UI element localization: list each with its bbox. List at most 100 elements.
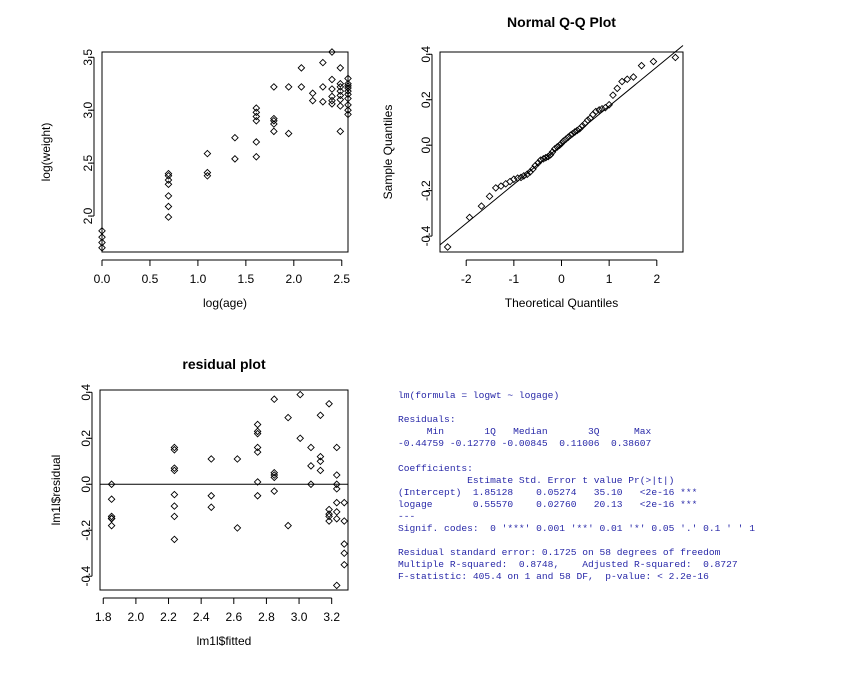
x-axis-label: lm1l$fitted	[197, 634, 252, 648]
data-point	[336, 102, 345, 110]
data-point	[340, 540, 349, 548]
data-point	[253, 429, 262, 438]
data-point	[170, 502, 179, 510]
data-point	[328, 92, 336, 101]
data-point	[307, 462, 315, 470]
data-point	[513, 174, 522, 182]
data-point	[541, 153, 550, 162]
data-point	[520, 172, 528, 180]
y-tick-label: 0.4	[419, 46, 433, 63]
x-tick-label: 1.5	[238, 272, 255, 286]
data-point	[568, 129, 577, 138]
data-point	[107, 480, 116, 489]
plot-frame	[439, 51, 684, 253]
data-point	[637, 61, 646, 70]
summary-line	[398, 450, 755, 462]
data-point	[564, 133, 573, 142]
data-point	[573, 126, 582, 135]
data-point	[203, 168, 212, 177]
data-point	[233, 455, 242, 463]
data-point	[98, 233, 106, 242]
data-point	[671, 53, 680, 62]
data-point	[253, 443, 262, 452]
data-point	[559, 137, 568, 145]
plot-title: Normal Q-Q Plot	[507, 14, 616, 30]
data-point	[571, 128, 579, 136]
data-point	[98, 243, 106, 252]
data-point	[344, 90, 352, 99]
summary-line: ---	[398, 510, 416, 522]
data-point	[270, 468, 279, 477]
x-axis-label: log(age)	[203, 296, 247, 310]
reference-line	[439, 45, 684, 246]
data-point	[336, 127, 345, 136]
x-tick-label: 2.8	[258, 610, 275, 624]
data-point	[336, 79, 345, 88]
x-tick-label: 0	[558, 272, 565, 286]
data-point	[170, 445, 179, 454]
data-point	[164, 202, 173, 211]
data-point	[328, 48, 336, 56]
data-point	[544, 152, 552, 161]
y-tick-label: -0.2	[79, 520, 93, 541]
data-point	[546, 150, 555, 159]
summary-line: Min 1Q Median 3Q Max	[398, 426, 652, 438]
data-point	[618, 77, 626, 86]
data-point	[561, 135, 570, 144]
data-point	[170, 466, 179, 475]
data-point	[623, 75, 632, 84]
data-point	[465, 213, 474, 222]
summary-line	[398, 535, 755, 547]
data-point	[332, 514, 341, 523]
data-point	[491, 184, 500, 192]
data-point	[296, 434, 305, 443]
data-point	[336, 91, 345, 100]
scatter-panel-logage-logweight: 0.0 0.5 1.0 1.5 2.0 2.5 2.0 2.5 3.0 3.5 log(age) lo…	[39, 48, 352, 310]
data-point	[231, 133, 239, 142]
y-tick-label: 3.5	[81, 49, 95, 66]
data-point	[485, 192, 494, 201]
summary-line: Coefficients:	[398, 462, 473, 474]
data-point	[609, 91, 617, 100]
data-point	[510, 175, 518, 184]
data-point	[203, 171, 212, 180]
data-point	[316, 411, 325, 420]
x-axis-label: Theoretical Quantiles	[505, 296, 618, 310]
x-tick-label: 2.6	[225, 610, 242, 624]
data-point	[344, 87, 352, 95]
data-point	[253, 448, 262, 456]
data-point	[328, 85, 336, 93]
data-point	[336, 87, 345, 95]
x-tick-label: 0.0	[94, 272, 111, 286]
data-point	[284, 521, 292, 530]
summary-line: Signif. codes: 0 '***' 0.001 '**' 0.01 '…	[398, 523, 755, 535]
data-point	[233, 524, 242, 532]
data-point	[591, 107, 600, 116]
data-point	[553, 143, 562, 151]
data-point	[207, 491, 216, 500]
data-point	[629, 73, 638, 81]
data-point	[550, 144, 559, 153]
y-tick-label: 2.0	[81, 207, 95, 224]
data-point	[344, 101, 352, 109]
data-point	[336, 64, 345, 72]
data-point	[548, 148, 557, 156]
data-point	[107, 495, 116, 504]
y-axis-label: Sample Quantiles	[381, 105, 395, 200]
data-point	[270, 473, 279, 482]
data-point	[539, 154, 548, 163]
data-point	[270, 395, 279, 404]
data-point	[332, 581, 341, 590]
data-point	[284, 413, 292, 422]
plot-frame	[101, 51, 349, 253]
data-point	[344, 79, 352, 88]
data-point	[270, 487, 279, 495]
data-point	[555, 141, 564, 150]
summary-line: Estimate Std. Error t value Pr(>|t|)	[398, 474, 675, 486]
data-point	[557, 139, 566, 148]
data-point	[307, 480, 315, 489]
data-point	[501, 179, 510, 188]
data-point	[164, 192, 173, 200]
y-tick-label: -0.4	[419, 225, 433, 246]
x-tick-label: 2.5	[333, 272, 350, 286]
